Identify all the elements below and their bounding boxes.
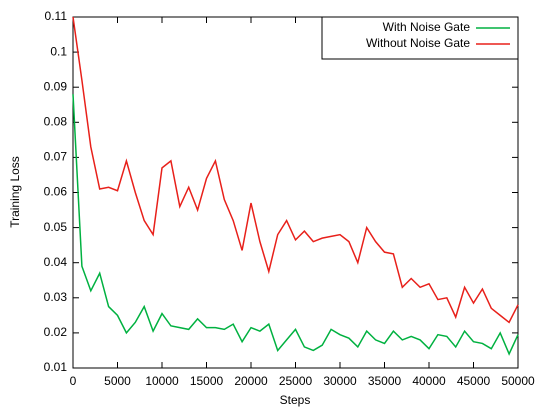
legend-label: With Noise Gate: [383, 20, 471, 34]
x-tick-label: 50000: [501, 374, 535, 388]
y-tick-label: 0.07: [44, 150, 68, 164]
legend-label: Without Noise Gate: [366, 36, 470, 50]
y-tick-label: 0.05: [44, 220, 68, 234]
x-tick-label: 5000: [104, 374, 131, 388]
x-tick-label: 0: [70, 374, 77, 388]
x-tick-label: 30000: [323, 374, 357, 388]
x-axis-label: Steps: [280, 393, 311, 407]
y-tick-label: 0.03: [44, 290, 68, 304]
x-tick-label: 45000: [457, 374, 491, 388]
y-tick-label: 0.01: [44, 360, 68, 374]
y-tick-label: 0.06: [44, 185, 68, 199]
x-tick-label: 40000: [412, 374, 446, 388]
y-tick-label: 0.02: [44, 325, 68, 339]
x-tick-label: 10000: [145, 374, 179, 388]
y-tick-label: 0.1: [50, 44, 67, 58]
y-tick-label: 0.09: [44, 79, 68, 93]
series-line: [72, 16, 519, 324]
legend-box: [321, 16, 519, 60]
series-line: [72, 94, 519, 356]
x-tick-label: 25000: [279, 374, 313, 388]
y-tick-label: 0.11: [45, 9, 68, 23]
x-tick-label: 35000: [368, 374, 402, 388]
y-tick-label: 0.08: [44, 114, 68, 128]
x-tick-label: 20000: [234, 374, 268, 388]
y-axis-label: Training Loss: [8, 156, 22, 228]
y-tick-label: 0.04: [44, 255, 68, 269]
x-tick-label: 15000: [190, 374, 224, 388]
